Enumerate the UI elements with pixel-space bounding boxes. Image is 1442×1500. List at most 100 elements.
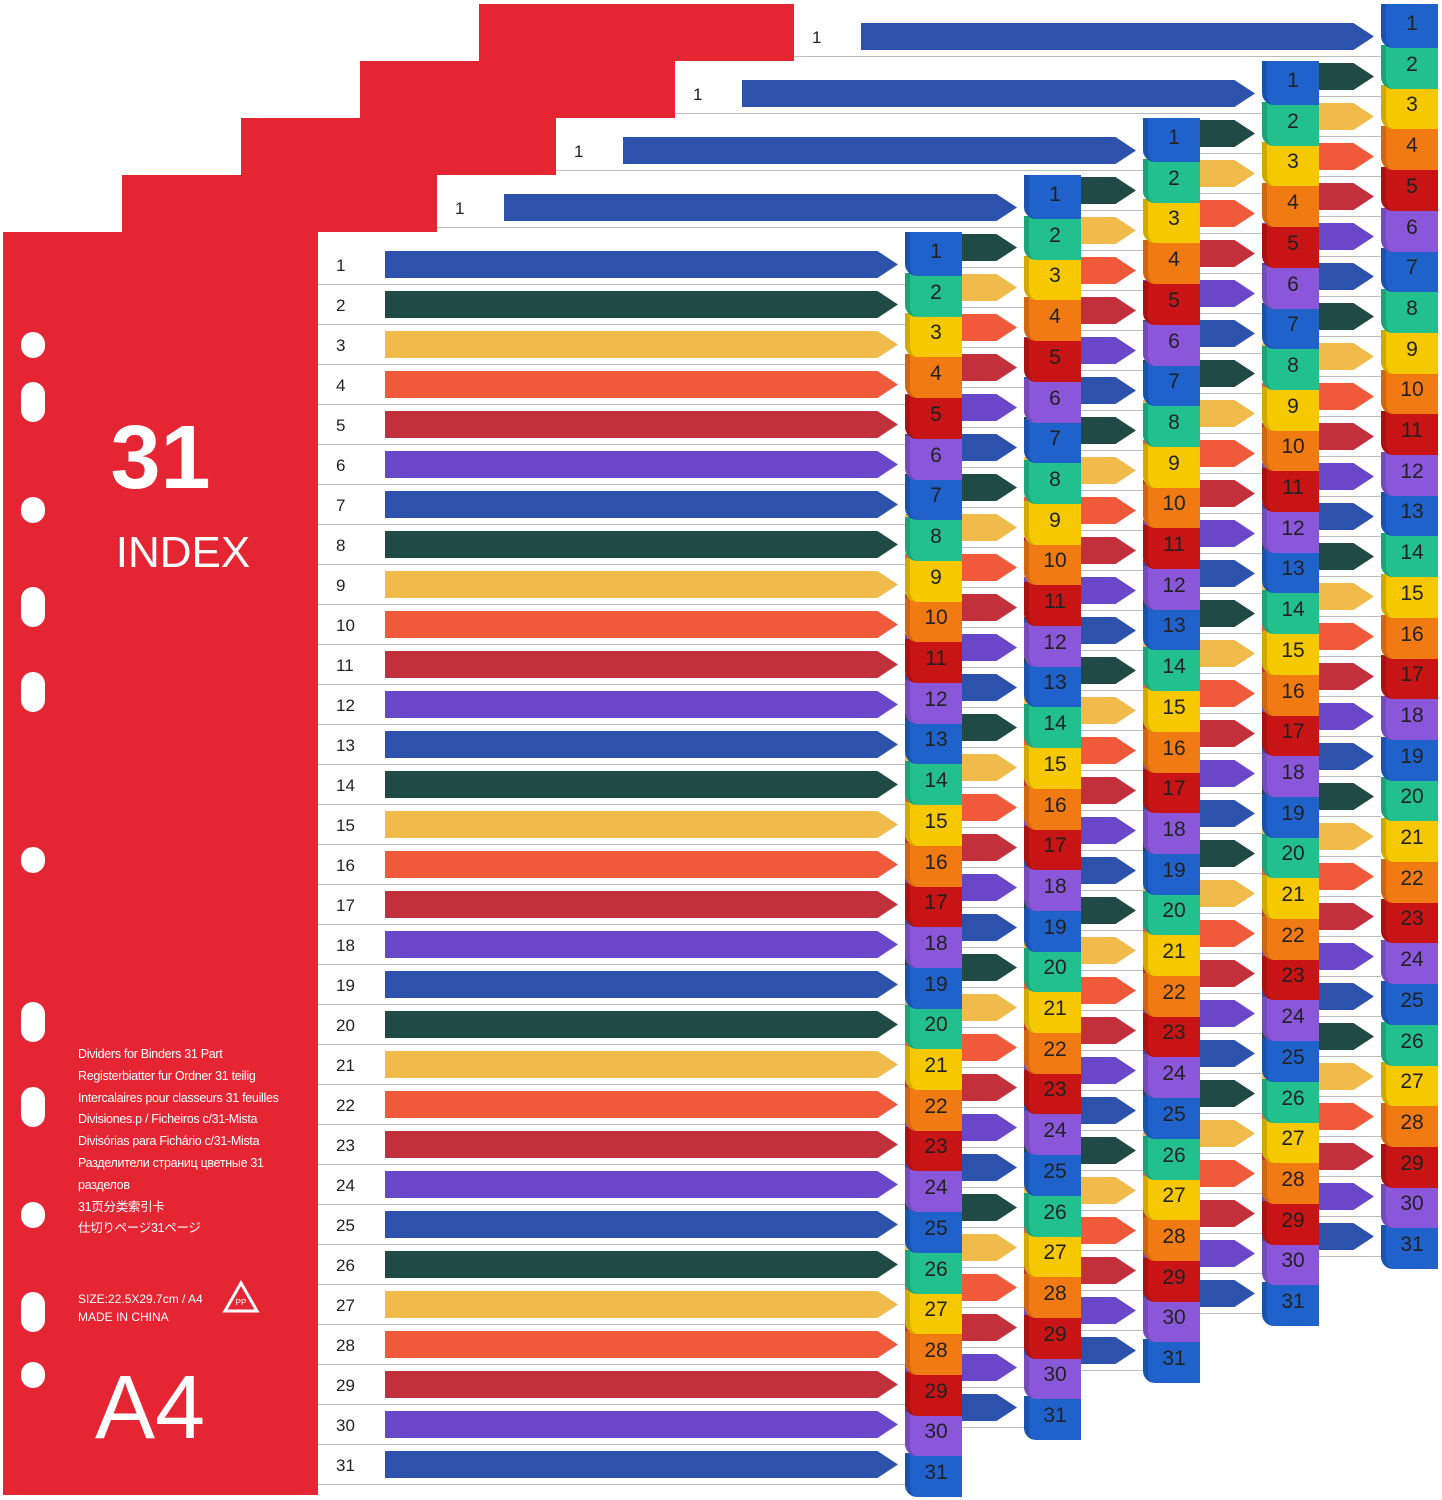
index-tab[interactable]: 17 [1024,826,1081,871]
index-tab[interactable]: 14 [1143,647,1200,692]
index-tab[interactable]: 28 [905,1330,962,1375]
index-tab[interactable]: 26 [905,1249,962,1294]
index-tab[interactable]: 3 [1024,256,1081,301]
index-tab[interactable]: 11 [1024,582,1081,626]
row-label-bar[interactable] [385,731,898,758]
row-label-bar[interactable] [385,1331,898,1358]
index-tab[interactable]: 13 [1262,549,1319,594]
index-tab[interactable]: 9 [1262,386,1319,431]
index-tab[interactable]: 3 [1381,85,1438,130]
index-tab[interactable]: 13 [1024,663,1081,708]
index-row[interactable]: 26 [318,1245,905,1285]
index-tab[interactable]: 23 [1143,1013,1200,1058]
index-tab[interactable]: 3 [1143,199,1200,244]
index-tab[interactable]: 9 [1143,443,1200,488]
row-label-bar[interactable] [385,531,898,558]
index-tab[interactable]: 18 [1143,809,1200,854]
index-tab[interactable]: 21 [1381,818,1438,862]
row-label-bar[interactable] [623,137,1136,164]
index-tab[interactable]: 27 [905,1290,962,1335]
row-label-bar[interactable] [385,451,898,478]
index-tab[interactable]: 29 [1024,1314,1081,1359]
index-tab[interactable]: 29 [1143,1257,1200,1302]
index-tab[interactable]: 14 [905,761,962,806]
index-row[interactable]: 6 [318,445,905,485]
row-label-bar[interactable] [385,1171,898,1198]
index-row[interactable]: 27 [318,1285,905,1325]
index-tab[interactable]: 12 [1262,508,1319,553]
index-tab[interactable]: 9 [905,557,962,602]
index-tab[interactable]: 13 [1143,606,1200,651]
index-tab[interactable]: 14 [1262,590,1319,635]
index-tab[interactable]: 17 [1143,769,1200,814]
index-tab[interactable]: 12 [905,679,962,724]
index-tab[interactable]: 15 [1381,573,1438,618]
row-label-bar[interactable] [385,931,898,958]
index-tab[interactable]: 11 [1262,468,1319,512]
index-row[interactable]: 1 [675,74,1262,114]
index-tab[interactable]: 5 [1381,166,1438,211]
index-tab[interactable]: 30 [1381,1184,1438,1229]
index-tab[interactable]: 21 [1024,989,1081,1033]
index-tab[interactable]: 5 [1024,337,1081,382]
index-tab[interactable]: 22 [1262,915,1319,960]
index-tab[interactable]: 19 [905,964,962,1009]
index-tab[interactable]: 15 [905,801,962,846]
index-tab[interactable]: 29 [905,1371,962,1416]
index-tab[interactable]: 10 [1143,484,1200,529]
index-tab[interactable]: 11 [1143,525,1200,569]
index-tab[interactable]: 18 [1024,866,1081,911]
row-label-bar[interactable] [742,80,1255,107]
index-tab[interactable]: 12 [1143,565,1200,610]
row-label-bar[interactable] [385,691,898,718]
index-tab[interactable]: 30 [1024,1355,1081,1400]
index-tab[interactable]: 2 [1143,158,1200,203]
index-tab[interactable]: 26 [1381,1021,1438,1066]
index-row[interactable]: 25 [318,1205,905,1245]
index-tab[interactable]: 6 [1262,264,1319,309]
row-label-bar[interactable] [385,331,898,358]
row-label-bar[interactable] [385,1211,898,1238]
index-tab[interactable]: 20 [905,1005,962,1050]
index-row[interactable]: 30 [318,1405,905,1445]
index-tab[interactable]: 1 [1262,61,1319,105]
index-row[interactable]: 3 [318,325,905,365]
index-tab[interactable]: 25 [905,1208,962,1253]
index-tab[interactable]: 20 [1024,948,1081,993]
index-tab[interactable]: 20 [1143,891,1200,936]
index-tab[interactable]: 1 [1143,118,1200,162]
index-tab[interactable]: 18 [905,923,962,968]
row-label-bar[interactable] [385,1411,898,1438]
index-row[interactable]: 17 [318,885,905,925]
index-tab[interactable]: 7 [1381,248,1438,293]
index-tab[interactable]: 21 [1262,875,1319,919]
index-row[interactable]: 1 [556,131,1143,171]
index-tab[interactable]: 10 [905,598,962,643]
index-tab[interactable]: 18 [1381,695,1438,740]
index-tab[interactable]: 30 [1143,1298,1200,1343]
index-tab[interactable]: 19 [1381,736,1438,781]
index-tab[interactable]: 29 [1262,1200,1319,1245]
index-tab[interactable]: 22 [1143,972,1200,1017]
index-tab[interactable]: 2 [905,272,962,317]
index-tab[interactable]: 17 [1262,712,1319,757]
index-tab[interactable]: 14 [1381,533,1438,578]
index-tab[interactable]: 17 [1381,655,1438,700]
index-tab[interactable]: 28 [1262,1159,1319,1204]
index-row[interactable]: 1 [318,245,905,285]
row-label-bar[interactable] [385,411,898,438]
index-row[interactable]: 15 [318,805,905,845]
index-tab[interactable]: 24 [1381,940,1438,985]
index-tab[interactable]: 16 [1143,728,1200,773]
index-tab[interactable]: 23 [1024,1070,1081,1115]
index-tab[interactable]: 14 [1024,704,1081,749]
index-tab[interactable]: 27 [1024,1233,1081,1278]
index-row[interactable]: 2 [318,285,905,325]
index-tab[interactable]: 9 [1024,500,1081,545]
row-label-bar[interactable] [385,571,898,598]
index-tab[interactable]: 16 [1024,785,1081,830]
index-tab[interactable]: 28 [1381,1102,1438,1147]
index-tab[interactable]: 23 [1262,956,1319,1001]
index-tab[interactable]: 1 [1381,4,1438,48]
index-row[interactable]: 16 [318,845,905,885]
